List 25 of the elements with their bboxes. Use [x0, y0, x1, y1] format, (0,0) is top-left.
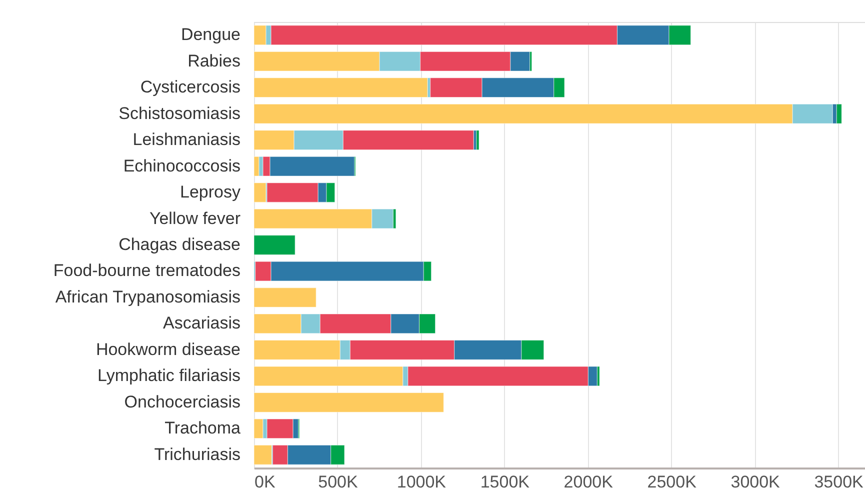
x-tick-label: 500K [318, 472, 358, 492]
x-tick-label: 1000K [396, 472, 447, 492]
y-tick-label: Echinococcosis [123, 156, 240, 176]
x-tick-label: 3500K [814, 472, 864, 492]
y-tick-label: Hookworm disease [96, 340, 240, 359]
x-tick-label: 1500K [480, 472, 530, 492]
y-tick-label: Leprosy [180, 182, 241, 202]
x-tick-label: 0K [254, 472, 276, 492]
y-tick-label: Onchocerciasis [124, 392, 240, 412]
y-tick-label: Chagas disease [118, 235, 240, 254]
y-tick-label: African Trypanosomiasis [55, 287, 240, 306]
y-tick-label: Trichuriasis [154, 444, 240, 464]
y-tick-label: Leishmaniasis [132, 130, 240, 150]
x-tick-label: 2500K [647, 472, 698, 492]
y-tick-label: Food-bourne trematodes [53, 261, 240, 280]
y-tick-label: Schistosomiasis [118, 104, 240, 123]
y-tick-label: Lymphatic filariasis [98, 366, 240, 386]
y-tick-label: Dengue [180, 25, 240, 44]
y-tick-label: Rabies [188, 51, 240, 70]
x-tick-label: 3000K [730, 472, 781, 492]
y-tick-label: Trachoma [164, 418, 242, 438]
x-tick-label: 2000K [564, 472, 614, 492]
y-tick-label: Cysticercosis [140, 78, 240, 97]
y-tick-label: Ascariasis [163, 314, 240, 333]
y-tick-label: Yellow fever [149, 208, 241, 228]
